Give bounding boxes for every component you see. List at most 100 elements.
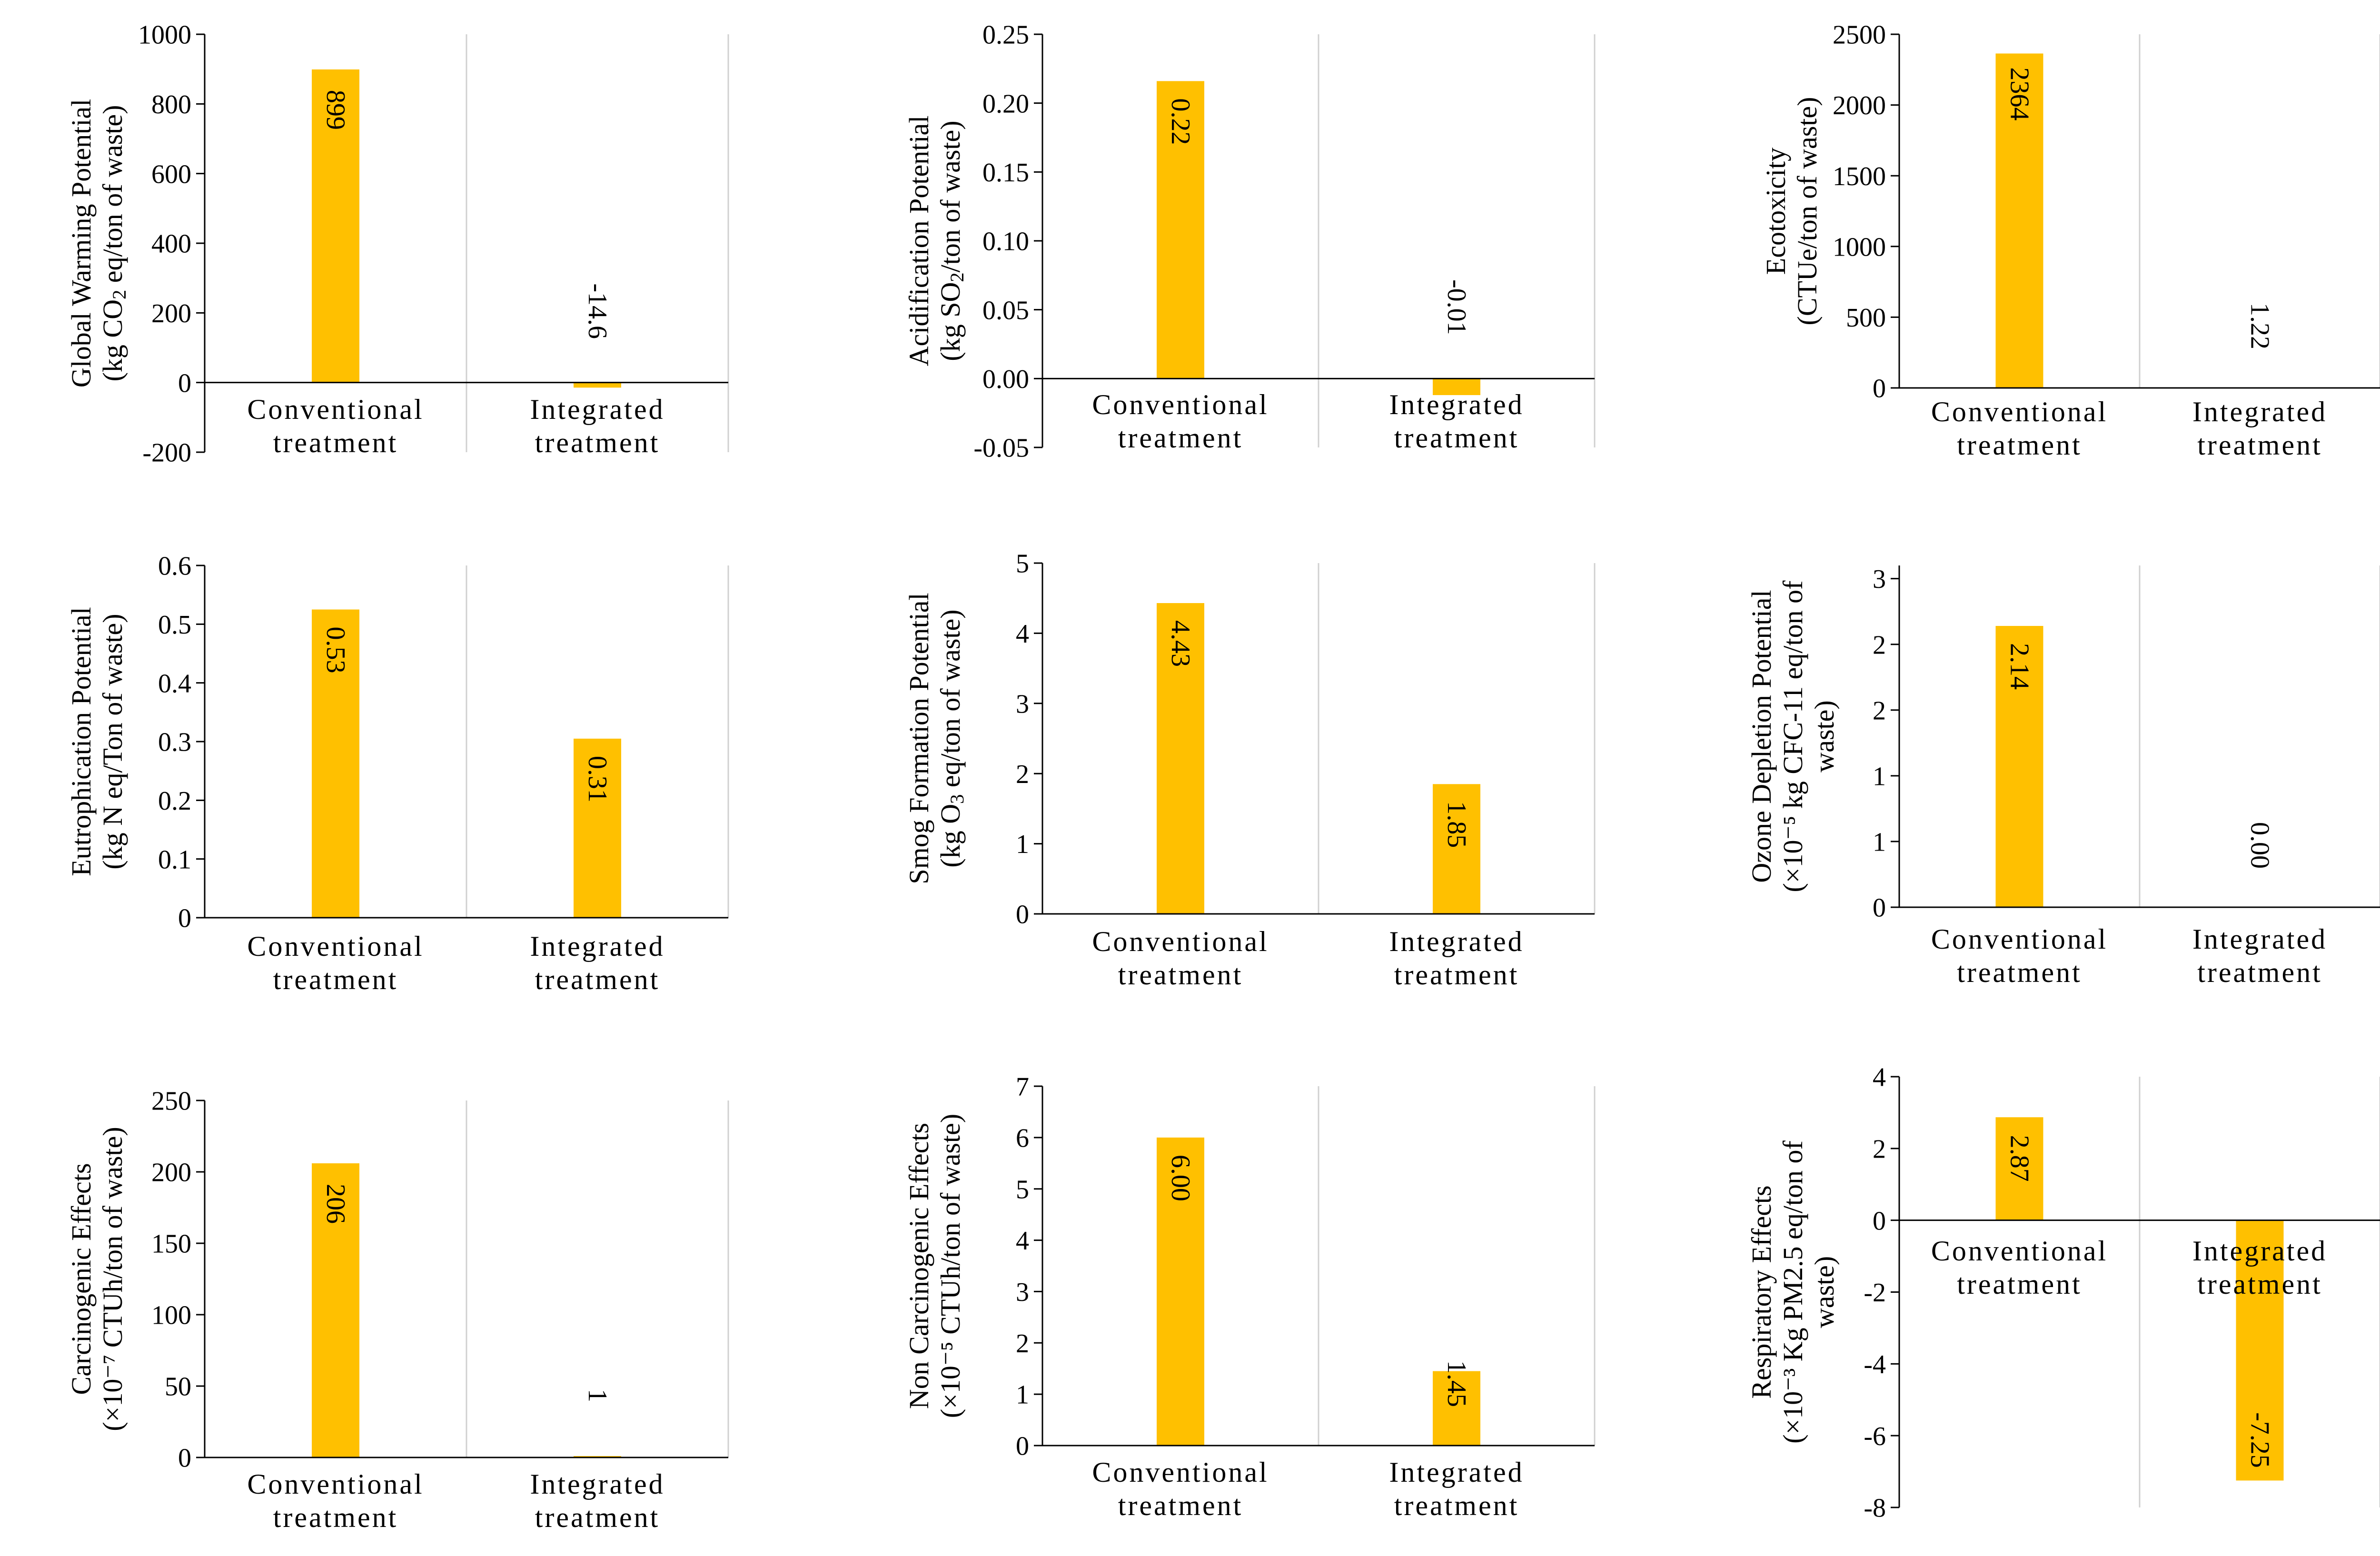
y-tick-label: 2: [1873, 696, 1886, 725]
y-tick-label: 2000: [1833, 91, 1886, 120]
category-label: Conventional: [247, 394, 424, 425]
data-label: 1.85: [1442, 801, 1471, 848]
y-axis-label: Respiratory Effects: [1746, 1185, 1777, 1398]
bar: [1157, 81, 1204, 379]
category-label: treatment: [535, 964, 660, 995]
category-label: Integrated: [2192, 396, 2327, 427]
category-label: treatment: [1118, 1490, 1243, 1521]
y-tick-label: 500: [1846, 303, 1886, 333]
category-label: Integrated: [1389, 1457, 1524, 1488]
y-tick-label: 200: [151, 1158, 191, 1188]
y-tick-label: 50: [165, 1372, 191, 1402]
y-axis-label: Carcinogenic Effects: [66, 1163, 97, 1395]
chart-panel-6: 0112232.140.00ConventionaltreatmentInteg…: [1746, 565, 2380, 988]
chart-panel-3: 0 500 1000 1500 2000 2500 2364 1.22 Conventional…: [1760, 20, 2380, 461]
category-label: treatment: [273, 427, 398, 458]
category-label: treatment: [2197, 1269, 2322, 1300]
y-axis-label: Smog Formation Potential: [903, 593, 934, 884]
y-tick-label: 0.05: [982, 296, 1029, 325]
category-label: Conventional: [247, 1468, 424, 1500]
y-axis-label: (kg CO2 eq/ton of waste): [97, 105, 130, 382]
category-label: Conventional: [1092, 926, 1269, 957]
y-axis-label: waste): [1809, 1256, 1840, 1328]
data-label: 0.22: [1166, 98, 1195, 145]
y-tick-label: 800: [151, 90, 191, 119]
data-label: 1.45: [1442, 1360, 1471, 1407]
y-tick-label: 2: [1016, 1329, 1029, 1358]
category-label: Integrated: [2192, 1235, 2327, 1267]
y-axis-label: (×10⁻⁵ CTUh/ton of waste): [935, 1114, 966, 1418]
y-tick-label: 150: [151, 1229, 191, 1259]
bar: [1433, 378, 1480, 396]
bar: [1995, 626, 2043, 907]
category-label: treatment: [1957, 429, 2082, 461]
y-tick-label: -2: [1864, 1278, 1886, 1308]
category-label: Integrated: [2192, 923, 2327, 955]
y-axis-label: (×10⁻⁷ CTUh/ton of waste): [97, 1127, 128, 1431]
y-tick-label: 7: [1016, 1072, 1029, 1102]
y-tick-label: 0.2: [158, 786, 191, 816]
y-axis-label: Eutrophication Potential: [66, 607, 97, 876]
y-axis-label: (×10⁻³ Kg PM2.5 eq/ton of: [1777, 1140, 1808, 1444]
y-tick-label: 1: [1873, 828, 1886, 857]
category-label: Conventional: [1092, 1457, 1269, 1488]
category-label: treatment: [535, 427, 660, 458]
category-label: Integrated: [530, 931, 664, 962]
y-tick-label: 4: [1016, 1226, 1029, 1256]
y-tick-label: 0: [1016, 1432, 1029, 1461]
category-label: treatment: [1394, 422, 1519, 454]
data-label: 899: [321, 90, 350, 130]
y-tick-label: 0: [178, 368, 191, 398]
bar: [574, 382, 621, 388]
category-label: Integrated: [530, 1468, 664, 1500]
y-tick-label: 0.10: [982, 227, 1029, 257]
bar: [1157, 1137, 1204, 1446]
bar: [2236, 1220, 2284, 1481]
category-label: Conventional: [1092, 389, 1269, 420]
y-tick-label: 200: [151, 299, 191, 328]
y-tick-label: 1: [1873, 762, 1886, 791]
category-label: treatment: [1394, 1490, 1519, 1521]
y-tick-label: 0: [1873, 1206, 1886, 1236]
bar: [1433, 1371, 1480, 1446]
y-tick-label: 0: [178, 904, 191, 933]
y-tick-label: 250: [151, 1087, 191, 1116]
y-tick-label: 0.1: [158, 845, 191, 874]
y-tick-label: 1: [1016, 1380, 1029, 1410]
y-tick-label: 2: [1016, 760, 1029, 789]
y-tick-label: 5: [1016, 1175, 1029, 1204]
y-tick-label: 0.00: [982, 365, 1029, 394]
data-label: 4.43: [1166, 620, 1195, 667]
y-tick-label: 1000: [1833, 232, 1886, 262]
data-label: 2.87: [2005, 1135, 2034, 1182]
chart-panel-4: 00.10.20.30.40.50.60.530.31Conventionalt…: [66, 552, 729, 995]
y-tick-label: -0.05: [973, 434, 1029, 463]
bar: [574, 738, 621, 918]
chart-panel-8: 012345676.001.45ConventionaltreatmentInt…: [903, 1072, 1596, 1521]
y-axis-label: (kg O3 eq/ton of waste): [935, 609, 968, 867]
y-axis-label: (CTUe/ton of waste): [1792, 97, 1823, 326]
y-axis-label: (×10⁻⁵ kg CFC-11 eq/ton of: [1777, 580, 1808, 892]
bar: [1433, 784, 1480, 914]
y-tick-label: -4: [1864, 1350, 1886, 1379]
chart-panel-2: -0.05 0.00 0.05 0.10 0.15 0.20 0.25 0.22 -0.01 Co…: [903, 20, 1596, 463]
y-tick-label: 1: [1016, 830, 1029, 859]
category-label: treatment: [1957, 957, 2082, 988]
y-tick-label: 2500: [1833, 20, 1886, 50]
y-axis-label: waste): [1809, 700, 1840, 772]
data-label: 1.22: [2245, 303, 2275, 349]
chart-panel-1: -200 0 200 400 600 800 1000 899 -14.6 Conventiona…: [66, 20, 729, 468]
category-label: treatment: [1394, 959, 1519, 991]
y-tick-label: 400: [151, 229, 191, 259]
y-tick-label: 3: [1016, 1278, 1029, 1307]
data-label: -14.6: [583, 283, 612, 339]
bar: [1157, 603, 1204, 914]
data-label: -0.01: [1442, 279, 1471, 335]
category-label: Conventional: [1931, 923, 2108, 955]
y-axis-label: Non Carcinogenic Effects: [903, 1123, 934, 1409]
category-label: treatment: [2197, 429, 2322, 461]
y-tick-label: 0.20: [982, 89, 1029, 119]
chart-panel-9: -8-6-4-20242.87-7.25Conventionaltreatmen…: [1746, 1063, 2380, 1523]
y-tick-label: 0.15: [982, 158, 1029, 188]
